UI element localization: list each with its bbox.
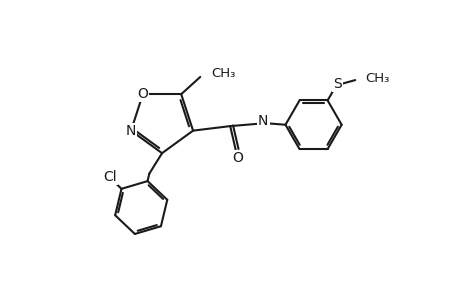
Text: CH₃: CH₃: [211, 67, 235, 80]
Text: O: O: [231, 151, 242, 165]
Text: S: S: [332, 77, 341, 91]
Text: Cl: Cl: [103, 170, 117, 184]
Text: N: N: [257, 114, 268, 128]
Text: CH₃: CH₃: [364, 72, 389, 85]
Text: N: N: [126, 124, 136, 138]
Text: O: O: [137, 87, 148, 101]
